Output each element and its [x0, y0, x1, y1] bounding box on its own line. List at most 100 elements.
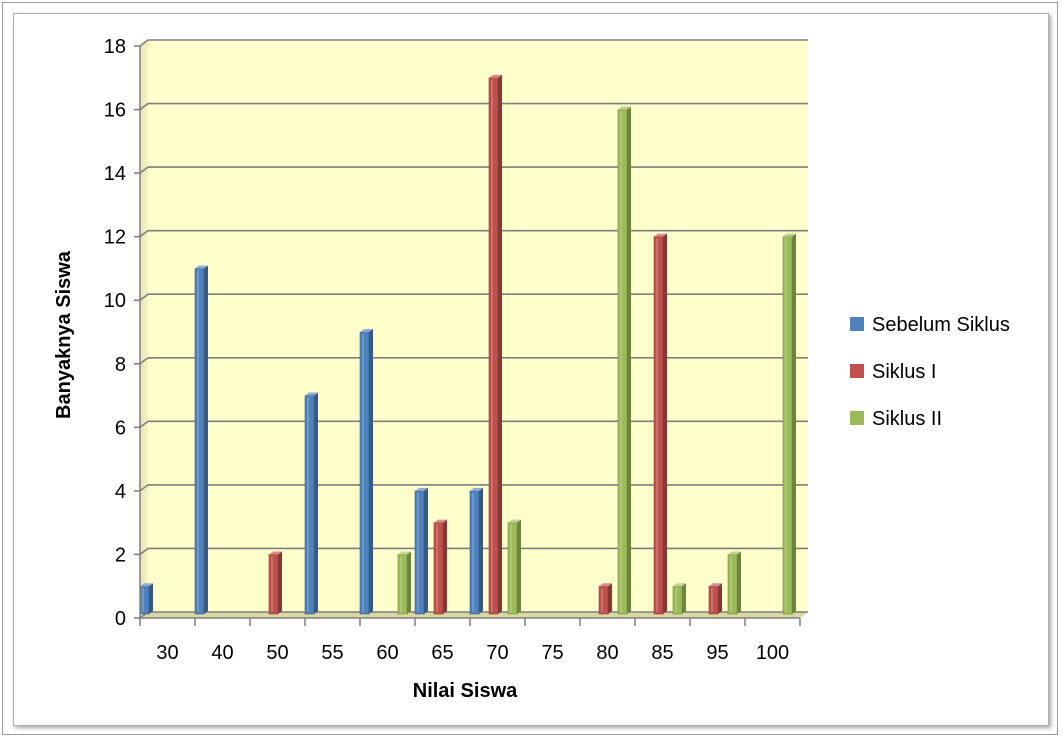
bar-front	[727, 554, 738, 615]
y-tick-label: 16	[104, 100, 126, 122]
bar-side	[663, 233, 667, 614]
bar-highlight	[656, 238, 658, 612]
bar-side	[498, 74, 502, 615]
bar-side	[682, 583, 686, 614]
bar-front	[488, 77, 499, 615]
bar	[139, 583, 153, 615]
bar-front	[469, 490, 480, 615]
bar-highlight	[601, 588, 603, 612]
bar-top	[508, 519, 521, 523]
bar-front	[598, 585, 609, 615]
bar-highlight	[417, 492, 419, 612]
gridline	[139, 229, 808, 238]
bar-top	[618, 106, 631, 110]
bar-highlight	[142, 588, 144, 612]
x-tick-label: 65	[431, 642, 453, 664]
bar	[359, 329, 373, 615]
bar-side	[369, 329, 373, 614]
bar-top	[305, 392, 318, 396]
bar-highlight	[436, 524, 438, 612]
bar-side	[149, 583, 153, 614]
bar-front	[617, 109, 628, 615]
legend-label: Sebelum Siklus	[872, 314, 1010, 336]
bar-highlight	[730, 556, 732, 612]
bar-side	[517, 519, 521, 614]
bar	[397, 551, 411, 615]
bar	[598, 583, 612, 615]
x-tick-label: 50	[266, 642, 288, 664]
bar-side	[314, 392, 318, 614]
bar	[672, 583, 686, 615]
gridline	[139, 39, 808, 47]
bar-side	[608, 583, 612, 614]
x-tick-label: 70	[486, 642, 508, 664]
bar-front	[653, 236, 664, 615]
legend-swatch	[850, 317, 864, 331]
bar-highlight	[620, 111, 622, 613]
bar	[433, 519, 447, 615]
bar-front	[359, 331, 370, 615]
x-tick-label: 40	[211, 642, 233, 664]
bar-front	[397, 554, 408, 615]
bar-top	[140, 583, 153, 587]
legend-swatch	[850, 364, 864, 378]
legend-label: Siklus II	[872, 408, 942, 430]
bar	[414, 487, 428, 615]
bar-highlight	[675, 588, 677, 612]
bar-top	[728, 551, 741, 555]
y-tick-label: 4	[115, 481, 126, 503]
bar-front	[139, 585, 150, 615]
y-tick-label: 18	[104, 36, 126, 58]
bar	[304, 392, 318, 615]
bar-top	[434, 519, 447, 523]
x-axis-title: Nilai Siswa	[413, 680, 518, 702]
bar-side	[627, 106, 631, 615]
bar	[469, 487, 483, 615]
gridline	[139, 356, 808, 365]
bar-highlight	[307, 397, 309, 612]
bar-top	[470, 487, 483, 491]
legend: Sebelum Siklus Siklus I Siklus II	[850, 314, 1010, 430]
bar	[708, 583, 722, 615]
bar	[268, 551, 282, 615]
bar-side	[278, 551, 282, 614]
gridline	[139, 293, 808, 301]
gridline	[139, 420, 808, 428]
x-tick-label: 55	[321, 642, 343, 664]
bar	[727, 551, 741, 615]
y-tick-label: 2	[115, 544, 126, 566]
bar-side	[204, 265, 208, 614]
bar	[194, 265, 208, 615]
bar-highlight	[711, 588, 713, 612]
gridline	[139, 102, 808, 111]
bar-front	[414, 490, 425, 615]
y-tick-label: 14	[104, 163, 126, 185]
y-tick-label: 10	[104, 290, 126, 312]
bar	[782, 233, 796, 615]
bar-top	[195, 265, 208, 269]
bar-highlight	[400, 556, 402, 612]
bar-front	[433, 522, 444, 615]
bar-front	[194, 268, 205, 615]
bar-highlight	[362, 334, 364, 612]
bar-top	[415, 487, 428, 491]
plot-side-wall	[140, 40, 148, 618]
bar-highlight	[472, 492, 474, 612]
x-tick-label: 30	[156, 642, 178, 664]
bar-top	[709, 583, 722, 587]
bar-top	[783, 233, 796, 237]
x-tick-label: 95	[706, 642, 728, 664]
bar-highlight	[197, 270, 199, 612]
bar	[653, 233, 667, 615]
bar-highlight	[785, 238, 787, 612]
bar-highlight	[491, 79, 493, 613]
bar-side	[407, 551, 411, 614]
bar-side	[718, 583, 722, 614]
bar-top	[489, 74, 502, 78]
bar-highlight	[510, 524, 512, 612]
y-tick-label: 6	[115, 417, 126, 439]
x-tick-label: 85	[651, 642, 673, 664]
bar-side	[737, 551, 741, 614]
gridline	[139, 166, 808, 174]
